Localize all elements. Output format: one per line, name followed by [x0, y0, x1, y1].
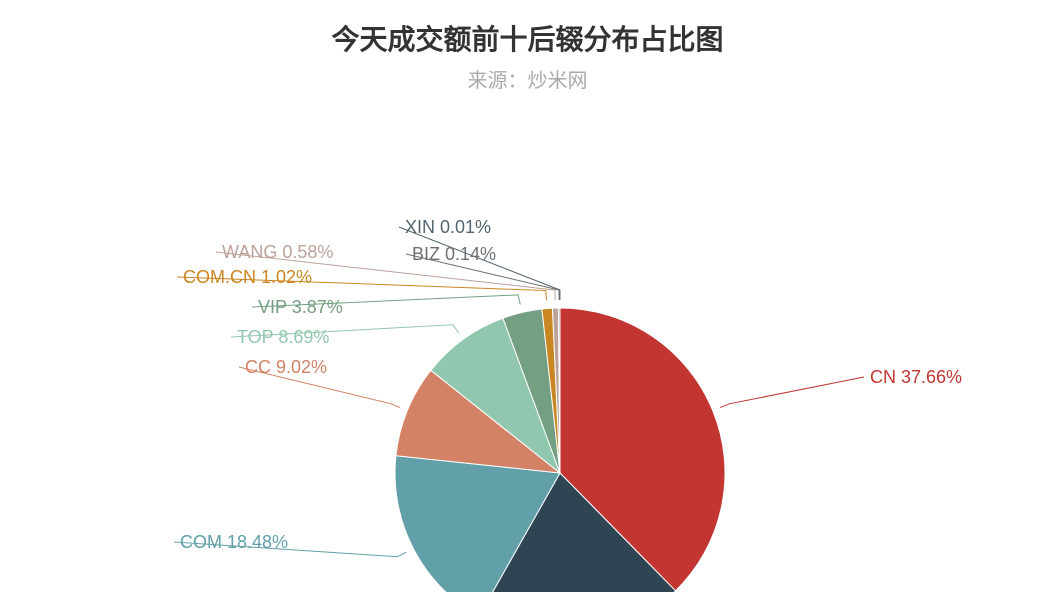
- pie-chart: CN 37.66%NET 20.54%COM 18.48%CC 9.02%TOP…: [0, 93, 1055, 592]
- slice-label: WANG 0.58%: [222, 242, 333, 262]
- slice-label: XIN 0.01%: [405, 217, 491, 237]
- slice-label: VIP 3.87%: [258, 297, 343, 317]
- pie-slices: [395, 308, 725, 592]
- leader-line: [720, 377, 864, 408]
- slice-label: CN 37.66%: [870, 367, 962, 387]
- slice-label: TOP 8.69%: [237, 327, 329, 347]
- chart-subtitle: 来源：炒米网: [0, 64, 1055, 93]
- chart-title: 今天成交额前十后辍分布占比图: [0, 0, 1055, 58]
- slice-label: COM.CN 1.02%: [183, 267, 312, 287]
- slice-label: COM 18.48%: [180, 532, 288, 552]
- slice-label: CC 9.02%: [245, 357, 327, 377]
- slice-label: BIZ 0.14%: [412, 244, 496, 264]
